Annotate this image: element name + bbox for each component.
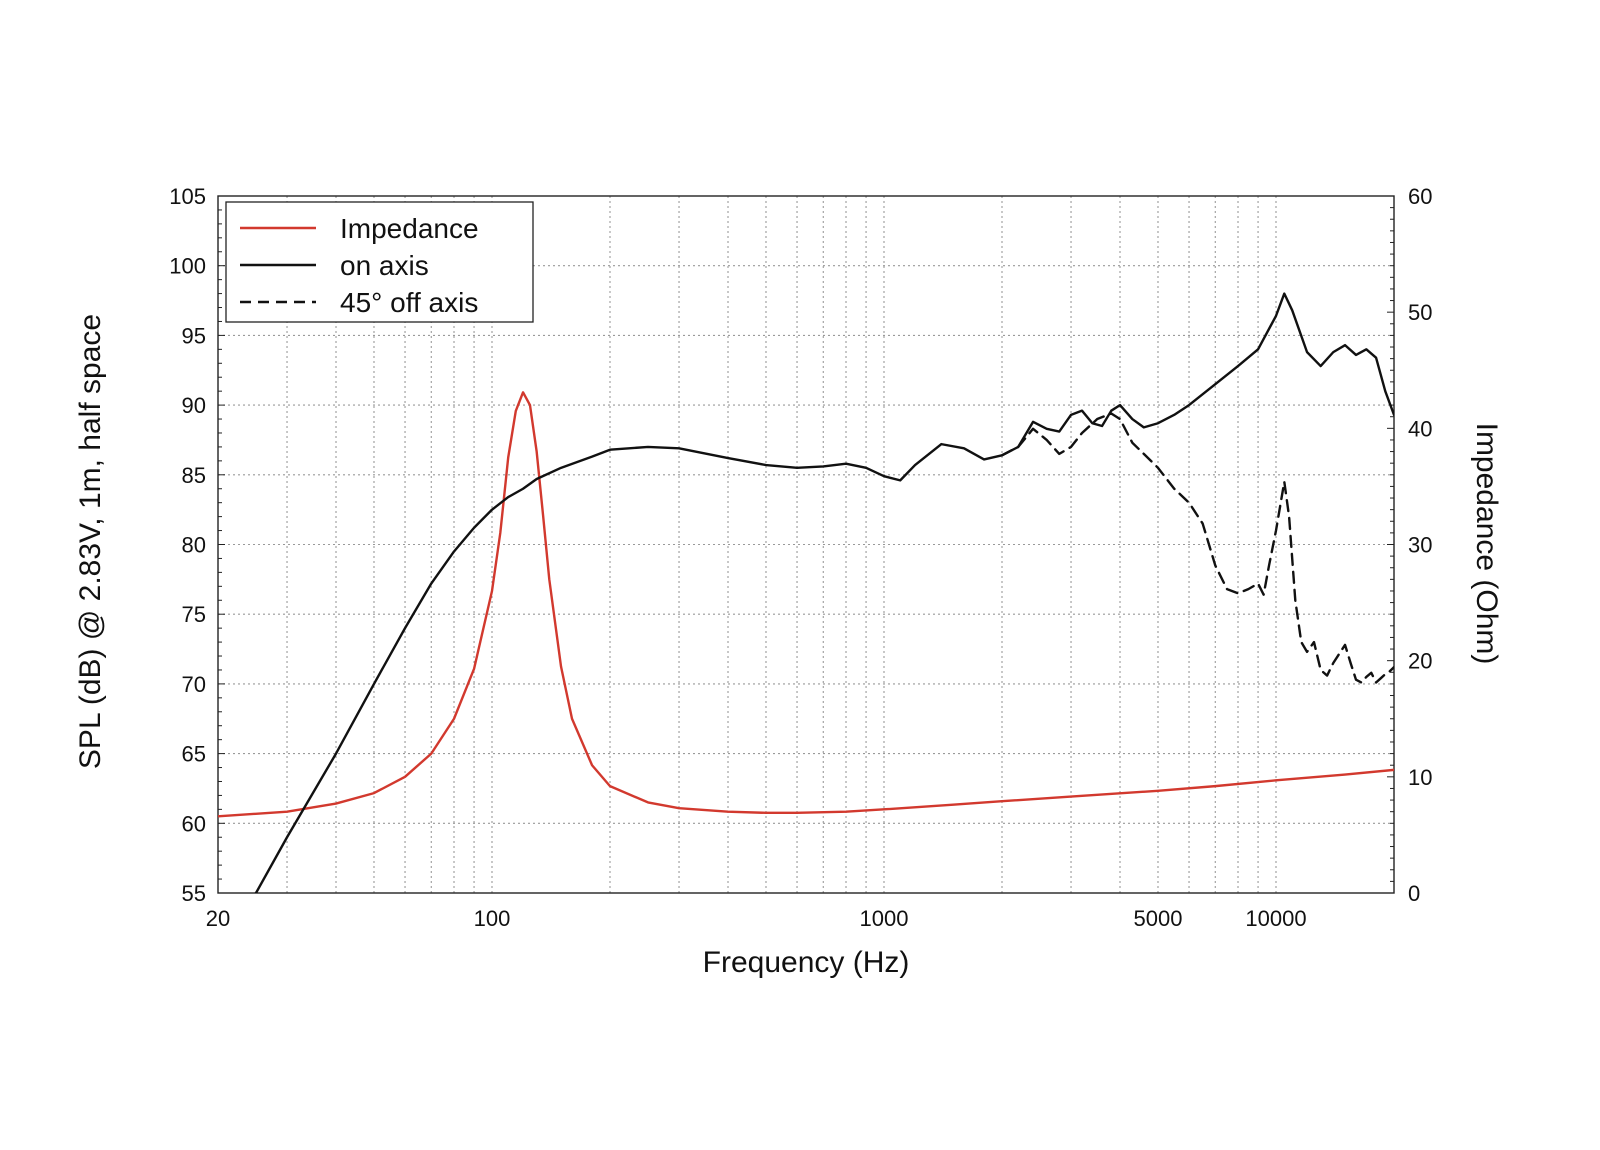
y-tick-label: 60 [182, 811, 206, 836]
series-line-1 [218, 391, 1394, 818]
y-tick-label: 80 [182, 533, 206, 558]
series-lines [218, 292, 1394, 893]
x-tick-label: 1000 [860, 906, 909, 931]
x-tick-label: 100 [474, 906, 511, 931]
y-tick-label: 85 [182, 463, 206, 488]
legend-label: on axis [340, 250, 429, 281]
y-tick-label: 55 [182, 881, 206, 906]
x-tick-label: 10000 [1245, 906, 1306, 931]
legend-label: Impedance [340, 213, 479, 244]
y2-tick-label: 20 [1408, 649, 1432, 674]
minor-ticks [218, 195, 1394, 894]
series-line-3 [1000, 412, 1394, 684]
y-tick-label: 90 [182, 393, 206, 418]
y-tick-label: 100 [169, 254, 206, 279]
y-tick-label: 105 [169, 184, 206, 209]
x-tick-labels: 20 100 1000 5000 10000 [206, 906, 1307, 931]
y2-tick-label: 30 [1408, 533, 1432, 558]
y-tick-label: 95 [182, 323, 206, 348]
x-tick-label: 5000 [1134, 906, 1183, 931]
y-axis-title: SPL (dB) @ 2.83V, 1m, half space [74, 314, 107, 769]
series-line-2 [254, 292, 1394, 893]
y2-tick-labels: 0 10 20 30 40 50 60 [1408, 184, 1432, 906]
y2-tick-label: 40 [1408, 416, 1432, 441]
y-tick-label: 70 [182, 672, 206, 697]
y2-tick-label: 50 [1408, 300, 1432, 325]
y-tick-labels: 55 60 65 70 75 80 85 90 95 100 105 [169, 184, 206, 906]
y-tick-label: 65 [182, 742, 206, 767]
legend-label: 45° off axis [340, 287, 478, 318]
y2-axis-title: Impedance (Ohm) [1470, 423, 1503, 665]
y2-tick-label: 0 [1408, 881, 1420, 906]
y2-tick-label: 60 [1408, 184, 1432, 209]
y-tick-label: 75 [182, 602, 206, 627]
x-axis-title: Frequency (Hz) [703, 946, 910, 979]
legend: Impedance on axis 45° off axis [225, 201, 534, 323]
y2-tick-label: 10 [1408, 765, 1432, 790]
x-tick-label: 20 [206, 906, 230, 931]
